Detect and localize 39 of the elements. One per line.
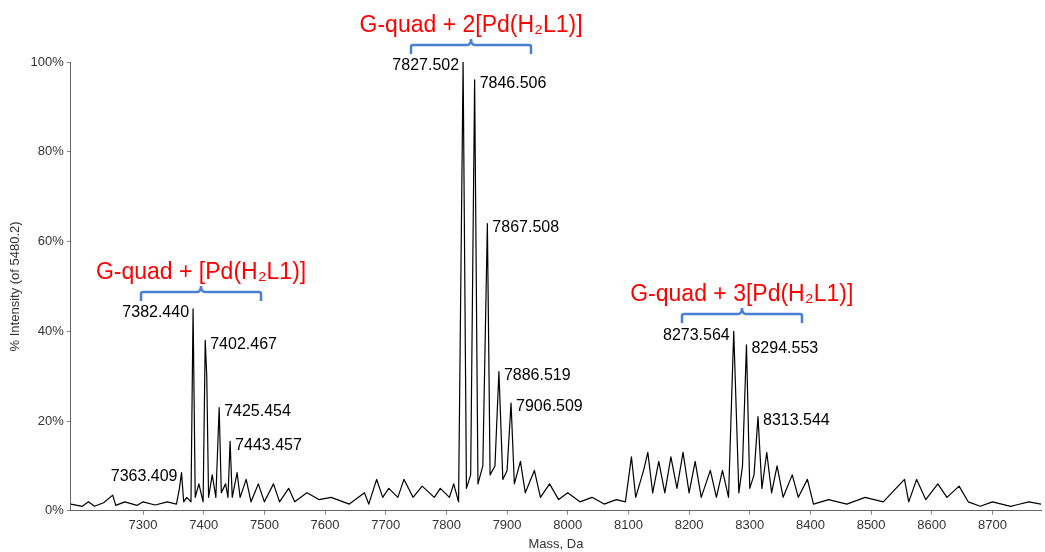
- x-tick-label: 7700: [371, 517, 401, 533]
- annotation: 7867.508: [492, 217, 560, 235]
- y-tick-label: 60%: [37, 233, 65, 249]
- x-tick-label: 7500: [249, 517, 279, 533]
- annotation: G-quad + [Pd(H₂L1)]: [95, 257, 307, 284]
- annotation: 7363.409: [110, 467, 178, 485]
- x-tick-label: 7600: [310, 517, 340, 533]
- annotation: 8313.544: [762, 410, 830, 428]
- y-axis-title: % Intensity (of 5480.2): [7, 221, 23, 352]
- x-tick-label: 8400: [795, 517, 825, 533]
- x-axis-title: Mass, Da: [528, 535, 585, 551]
- x-tick-label: 8000: [553, 517, 583, 533]
- y-tick-label: 20%: [37, 412, 65, 428]
- x-tick-label: 8200: [674, 517, 704, 533]
- y-tick-label: 0%: [45, 502, 65, 518]
- x-tick-label: 8300: [735, 517, 765, 533]
- x-tick-label: 7800: [431, 517, 461, 533]
- text: G-quad + 2[Pd(H₂L1)]: [359, 11, 583, 37]
- x-tick-label: 7400: [189, 517, 219, 533]
- annotation: 7827.502: [392, 56, 460, 74]
- annotation: G-quad + 3[Pd(H₂L1)]: [630, 280, 854, 307]
- annotation: 7443.457: [235, 435, 302, 453]
- annotation: 7906.509: [516, 397, 583, 415]
- x-tick-label: 7900: [492, 517, 522, 533]
- y-tick-label: 100%: [30, 53, 65, 69]
- x-tick-label: 7300: [128, 517, 158, 533]
- x-tick-label: 8500: [856, 517, 886, 533]
- annotation: 8294.553: [751, 339, 819, 357]
- x-tick-label: 8100: [613, 517, 643, 533]
- annotation: 7382.440: [122, 303, 190, 321]
- y-tick-label: 80%: [37, 143, 65, 159]
- x-tick-label: 8600: [917, 517, 947, 533]
- x-tick-label: 8700: [978, 517, 1007, 533]
- annotation: 7425.454: [224, 401, 291, 419]
- annotation: 7886.519: [503, 366, 571, 384]
- y-tick-label: 40%: [37, 322, 65, 338]
- annotation: 8273.564: [663, 325, 730, 343]
- annotation: 7846.506: [479, 74, 547, 92]
- annotation: 7402.467: [210, 334, 278, 352]
